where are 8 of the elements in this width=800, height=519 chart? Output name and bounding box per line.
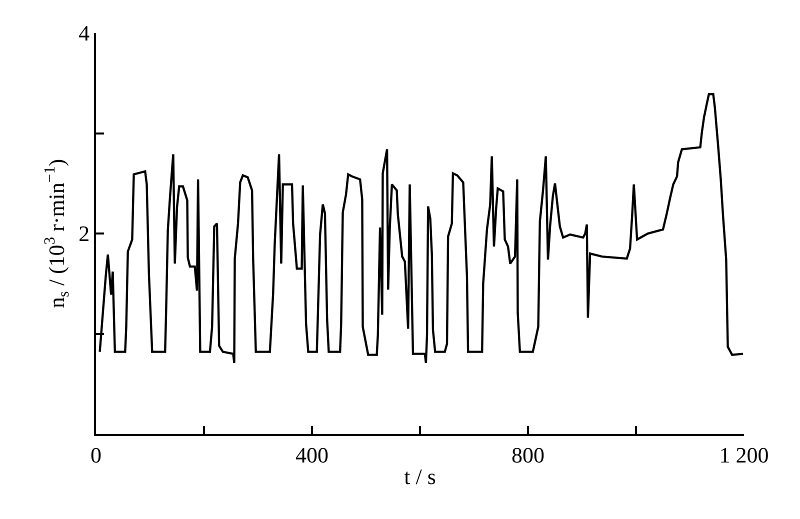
x-axis-title: t / s	[404, 464, 436, 489]
x-tick-label: 0	[90, 442, 102, 468]
y-tick-label: 4	[78, 20, 90, 46]
x-tick-label: 1 200	[719, 442, 769, 468]
line-series	[98, 93, 744, 364]
y-tick-label: 2	[78, 221, 90, 246]
x-tick-label: 400	[296, 442, 328, 468]
x-tick-label: 800	[512, 442, 544, 468]
